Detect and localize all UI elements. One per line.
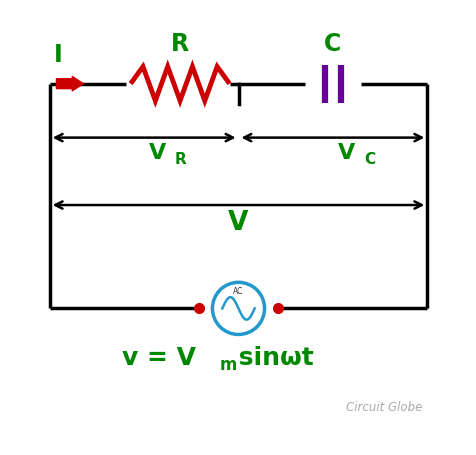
FancyArrow shape: [56, 76, 83, 91]
Text: C: C: [363, 152, 375, 167]
Text: V: V: [337, 143, 354, 163]
Text: R: R: [175, 152, 187, 167]
Text: sinωt: sinωt: [230, 346, 314, 370]
Text: V: V: [228, 210, 248, 237]
Text: Circuit Globe: Circuit Globe: [346, 401, 422, 414]
Text: AC: AC: [233, 287, 243, 296]
Text: m: m: [219, 356, 237, 374]
Text: C: C: [324, 32, 341, 56]
Text: v = V: v = V: [121, 346, 195, 370]
Text: V: V: [149, 143, 166, 163]
Text: R: R: [171, 32, 189, 56]
Text: I: I: [54, 43, 63, 66]
